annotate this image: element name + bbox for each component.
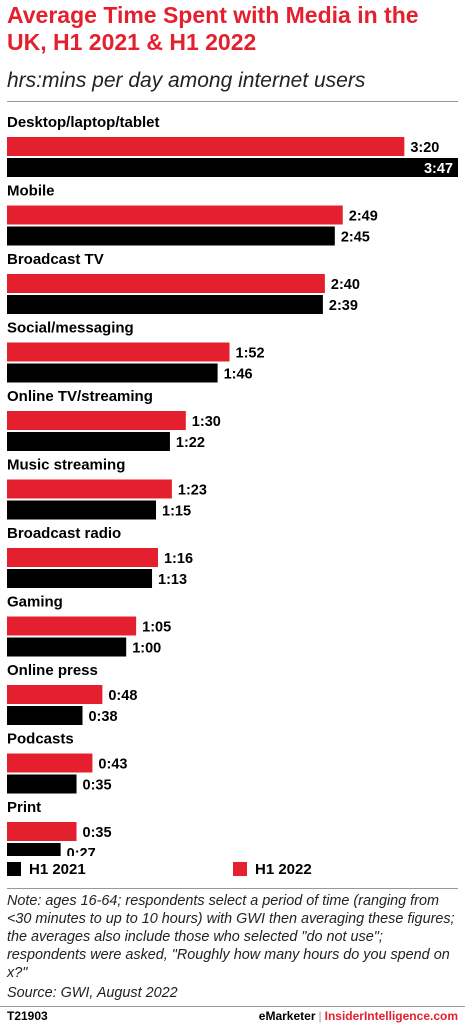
category-label: Podcasts (7, 731, 74, 748)
brand-insider-intelligence: InsiderIntelligence.com (324, 1009, 458, 1023)
bar-h1-2022-mobile (7, 205, 343, 225)
bar-h1-2021-podcasts (7, 774, 77, 794)
legend-swatch-h1-2022 (233, 862, 247, 876)
brand-separator: | (318, 1009, 322, 1023)
legend-swatch-h1-2021 (7, 862, 21, 876)
data-label-h1-2022-online-tv-streaming: 1:30 (192, 414, 221, 430)
brand-footer: eMarketer | InsiderIntelligence.com (259, 1009, 458, 1023)
category-label: Print (7, 799, 41, 816)
category-group-broadcast-tv: Broadcast TV 2:40 2:39 (7, 251, 360, 314)
bar-h1-2021-broadcast-radio (7, 569, 153, 588)
brand-emarketer: eMarketer (258, 1009, 316, 1023)
category-group-broadcast-radio: Broadcast radio 1:16 1:13 (7, 525, 193, 588)
category-group-print: Print 0:35 0:27 (7, 799, 112, 856)
data-label-h1-2022-broadcast-radio: 1:16 (164, 551, 193, 567)
data-label-h1-2022-music-streaming: 1:23 (178, 483, 207, 499)
category-group-gaming: Gaming 1:05 1:00 (7, 594, 171, 657)
bar-chart: Desktop/laptop/tablet 3:20 3:47 Mobile 2:49 2… (7, 114, 458, 856)
legend-item-h1-2022: H1 2022 (233, 858, 312, 880)
data-label-h1-2022-gaming: 1:05 (142, 620, 171, 636)
category-label: Music streaming (7, 457, 125, 474)
data-label-h1-2021-social-messaging: 1:46 (224, 367, 253, 383)
chart-subtitle: hrs:mins per day among internet users (7, 69, 366, 92)
category-group-mobile: Mobile 2:49 2:45 (7, 183, 378, 246)
category-group-podcasts: Podcasts 0:43 0:35 (7, 731, 127, 794)
bar-h1-2022-desktop-laptop-tablet (7, 137, 405, 156)
bar-h1-2022-print (7, 822, 77, 841)
bar-h1-2021-gaming (7, 637, 127, 657)
category-label: Gaming (7, 594, 63, 611)
bar-h1-2022-online-press (7, 685, 103, 704)
data-label-h1-2022-broadcast-tv: 2:40 (331, 277, 360, 293)
category-label: Online press (7, 662, 98, 679)
footer-divider (0, 1006, 465, 1007)
data-label-h1-2022-mobile: 2:49 (349, 209, 378, 225)
data-label-h1-2021-broadcast-radio: 1:13 (158, 572, 187, 588)
category-label: Social/messaging (7, 320, 134, 337)
bar-h1-2021-music-streaming (7, 500, 157, 520)
category-label: Online TV/streaming (7, 388, 153, 405)
data-label-h1-2021-gaming: 1:00 (132, 641, 161, 657)
category-group-desktop-laptop-tablet: Desktop/laptop/tablet 3:20 3:47 (7, 114, 458, 177)
bar-h1-2021-online-tv-streaming (7, 432, 170, 451)
legend-label-h1-2022: H1 2022 (255, 860, 312, 878)
data-label-h1-2022-desktop-laptop-tablet: 3:20 (410, 140, 439, 156)
bar-h1-2022-podcasts (7, 753, 93, 773)
data-label-h1-2022-online-press: 0:48 (108, 688, 137, 704)
data-label-h1-2021-online-tv-streaming: 1:22 (176, 435, 205, 451)
data-label-h1-2022-podcasts: 0:43 (98, 757, 127, 773)
category-label: Mobile (7, 183, 55, 200)
bar-h1-2022-social-messaging (7, 342, 230, 362)
bar-h1-2022-online-tv-streaming (7, 411, 186, 430)
category-group-online-tv-streaming: Online TV/streaming 1:30 1:22 (7, 388, 221, 451)
category-label: Broadcast radio (7, 525, 121, 542)
data-label-h1-2021-mobile: 2:45 (341, 230, 370, 246)
bar-h1-2021-mobile (7, 226, 335, 246)
category-label: Desktop/laptop/tablet (7, 114, 160, 131)
bar-h1-2021-social-messaging (7, 363, 218, 383)
chart-title: Average Time Spent with Media in the UK,… (7, 2, 419, 55)
bar-h1-2022-broadcast-tv (7, 274, 325, 293)
chart-code: T21903 (7, 1009, 48, 1023)
bar-h1-2021-print (7, 843, 61, 856)
data-label-h1-2021-desktop-laptop-tablet: 3:47 (424, 161, 453, 177)
bar-h1-2022-music-streaming (7, 479, 172, 499)
notes-divider (7, 888, 458, 889)
data-label-h1-2021-print: 0:27 (67, 846, 96, 856)
chart-note: Note: ages 16-64; respondents select a p… (7, 893, 455, 981)
data-label-h1-2022-social-messaging: 1:52 (236, 346, 265, 362)
bar-h1-2022-broadcast-radio (7, 548, 158, 567)
bar-h1-2021-broadcast-tv (7, 295, 323, 314)
category-group-social-messaging: Social/messaging 1:52 1:46 (7, 320, 265, 383)
legend-item-h1-2021: H1 2021 (7, 858, 86, 880)
data-label-h1-2022-print: 0:35 (83, 825, 112, 841)
data-label-h1-2021-music-streaming: 1:15 (162, 504, 191, 520)
data-label-h1-2021-broadcast-tv: 2:39 (329, 298, 358, 314)
bar-h1-2021-desktop-laptop-tablet (7, 158, 458, 177)
top-divider (7, 101, 458, 102)
chart-source: Source: GWI, August 2022 (7, 985, 178, 1001)
bar-h1-2021-online-press (7, 706, 83, 725)
bar-h1-2022-gaming (7, 616, 137, 636)
category-group-music-streaming: Music streaming 1:23 1:15 (7, 457, 207, 520)
category-label: Broadcast TV (7, 251, 104, 268)
category-group-online-press: Online press 0:48 0:38 (7, 662, 137, 725)
data-label-h1-2021-podcasts: 0:35 (83, 778, 112, 794)
data-label-h1-2021-online-press: 0:38 (88, 709, 117, 725)
legend-label-h1-2021: H1 2021 (29, 860, 86, 878)
